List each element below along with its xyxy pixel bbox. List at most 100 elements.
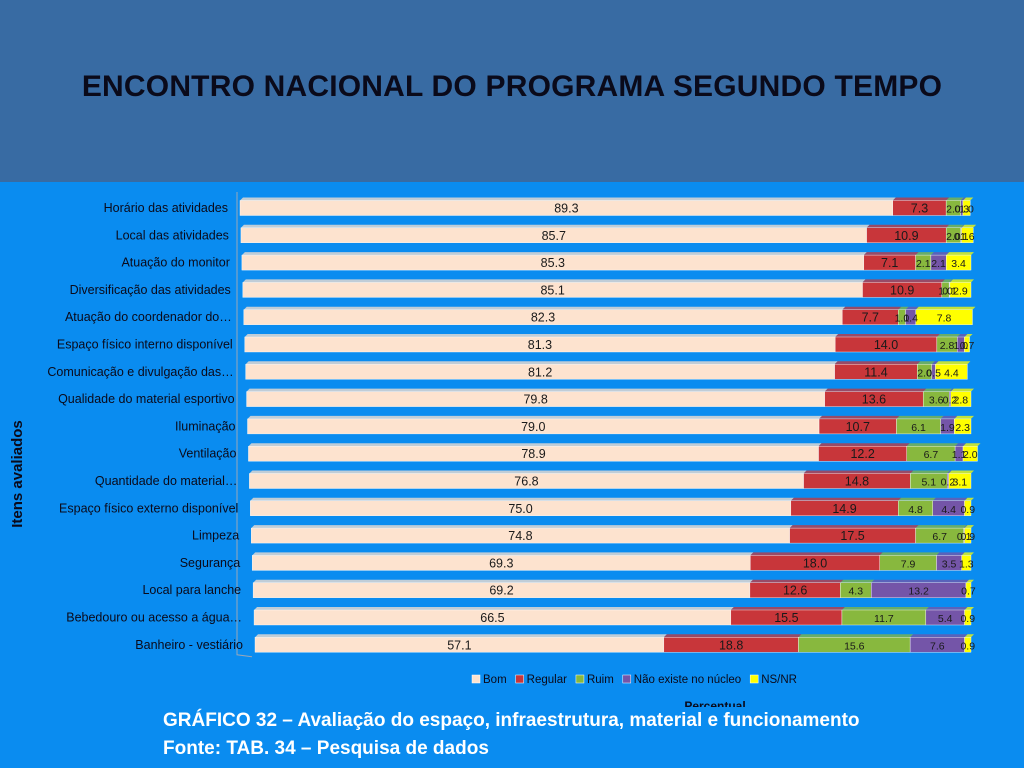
data-label-bom-6: 81.2 — [528, 365, 552, 379]
category-label-atuacao-do-monitor: Atuação do monitor — [121, 256, 229, 270]
bar-nao-existe-no-nucleo-top-5 — [957, 334, 968, 337]
data-label-ruim-0: 2.0 — [946, 204, 961, 216]
data-label-nao-existe-no-nucleo-15: 5.4 — [938, 613, 953, 625]
data-label-ruim-9: 6.7 — [924, 449, 939, 461]
bar-ns-nr-top-1 — [961, 224, 977, 228]
data-label-bom-1: 85.7 — [542, 229, 566, 243]
bar-ns-nr-top-14 — [965, 579, 974, 583]
data-label-ns-nr-4: 7.8 — [937, 313, 952, 325]
bar-ns-nr-top-10 — [948, 470, 974, 474]
data-label-regular-6: 11.4 — [864, 365, 887, 379]
bar-bom-top-5 — [244, 334, 839, 337]
bar-regular-top-6 — [834, 361, 921, 365]
bar-regular-top-2 — [863, 252, 919, 256]
data-label-bom-2: 85.3 — [541, 256, 565, 270]
bar-ns-nr-top-2 — [946, 252, 974, 256]
data-label-ns-nr-12: 0.9 — [960, 531, 975, 543]
bar-ns-nr-top-4 — [915, 306, 976, 310]
data-label-ruim-6: 2.0 — [917, 367, 932, 379]
chart-caption: GRÁFICO 32 – Avaliação do espaço, infrae… — [163, 707, 860, 763]
data-label-ns-nr-9: 2.0 — [963, 449, 978, 461]
bar-nao-existe-no-nucleo-top-15 — [925, 607, 968, 610]
bar-nao-existe-no-nucleo-top-12 — [963, 525, 968, 529]
data-label-ruim-13: 7.9 — [901, 558, 916, 570]
bar-regular-top-15 — [730, 607, 845, 610]
data-label-bom-15: 66.5 — [480, 611, 504, 625]
data-label-ruim-5: 2.8 — [940, 340, 955, 352]
data-label-bom-0: 89.3 — [554, 202, 578, 216]
data-label-ruim-15: 11.7 — [874, 613, 894, 625]
bar-regular-top-14 — [749, 579, 844, 583]
bar-nao-existe-no-nucleo-top-10 — [947, 470, 952, 474]
bar-nao-existe-no-nucleo-top-7 — [949, 388, 954, 392]
y-axis-title: Itens avaliados — [9, 420, 26, 528]
data-label-regular-8: 10.7 — [846, 420, 870, 434]
bar-nao-existe-no-nucleo-top-9 — [955, 443, 967, 447]
bar-ns-nr-6 — [935, 364, 968, 380]
chart-axes: Itens avaliados Percentual — [9, 192, 746, 707]
caption-title: GRÁFICO 32 – Avaliação do espaço, infrae… — [163, 710, 860, 731]
slide-header: ENCONTRO NACIONAL DO PROGRAMA SEGUNDO TE… — [0, 0, 1024, 182]
bar-regular-top-8 — [819, 415, 900, 419]
bar-ruim-top-8 — [896, 415, 944, 419]
bar-bom-top-7 — [246, 388, 828, 392]
chart-labels: Horário das atividades 89.3 7.3 2.00.31.0Lo… — [47, 201, 977, 652]
bar-nao-existe-no-nucleo-top-4 — [905, 306, 919, 310]
data-label-bom-13: 69.3 — [489, 556, 513, 570]
data-label-ns-nr-16: 0.9 — [960, 640, 975, 652]
category-label-local-das-atividades: Local das atividades — [116, 228, 229, 242]
bar-bom-top-2 — [241, 252, 867, 256]
data-label-ruim-3: 1.0 — [938, 285, 953, 297]
bar-nao-existe-no-nucleo-top-0 — [960, 197, 966, 201]
data-label-regular-13: 18.0 — [803, 556, 827, 570]
bar-ruim-top-13 — [879, 552, 940, 556]
data-label-ruim-11: 4.8 — [908, 504, 923, 516]
data-label-regular-16: 18.8 — [719, 638, 743, 652]
data-label-ns-nr-0: 1.0 — [959, 204, 974, 216]
category-label-iluminacao: Iluminação — [175, 419, 235, 433]
data-label-bom-5: 81.3 — [528, 338, 552, 352]
bar-regular-top-16 — [663, 634, 802, 638]
legend-label-ns-nr: NS/NR — [761, 674, 797, 686]
data-label-regular-14: 12.6 — [783, 584, 807, 598]
bar-regular-top-11 — [790, 497, 902, 501]
bar-bom-top-0 — [240, 197, 896, 201]
data-label-regular-0: 7.3 — [911, 202, 928, 216]
category-label-espaco-fisico-interno-disponivel: Espaço físico interno disponível — [57, 338, 233, 352]
bar-ns-nr-10 — [948, 473, 972, 489]
bar-bom-top-8 — [247, 415, 823, 419]
data-label-ruim-7: 3.6 — [929, 395, 944, 407]
data-label-regular-10: 14.8 — [845, 475, 869, 489]
bar-bom-top-9 — [248, 443, 822, 447]
data-label-nao-existe-no-nucleo-10: 0.2 — [941, 477, 956, 489]
chart-legend: Bom Regular Ruim Não existe no núcleo NS/NR — [471, 674, 797, 686]
bar-bom-top-3 — [242, 279, 866, 283]
data-label-bom-4: 82.3 — [531, 311, 555, 325]
bar-ns-nr-7 — [950, 391, 972, 407]
bar-nao-existe-no-nucleo-top-11 — [932, 497, 968, 501]
bar-ns-nr-9 — [962, 446, 978, 462]
data-label-nao-existe-no-nucleo-2: 2.1 — [931, 258, 946, 270]
bar-ruim-top-15 — [841, 607, 929, 610]
bar-nao-existe-no-nucleo-top-3 — [949, 279, 953, 283]
data-label-ns-nr-2: 3.4 — [951, 258, 966, 270]
data-label-nao-existe-no-nucleo-1: 0.1 — [954, 231, 969, 243]
data-label-ns-nr-11: 0.9 — [960, 504, 975, 516]
data-label-regular-4: 7.7 — [862, 311, 879, 325]
bar-ns-nr-13 — [961, 555, 972, 571]
bar-ns-nr-top-9 — [963, 443, 981, 447]
data-label-nao-existe-no-nucleo-7: 0.2 — [943, 395, 958, 407]
data-label-regular-1: 10.9 — [894, 229, 918, 243]
slide-title: ENCONTRO NACIONAL DO PROGRAMA SEGUNDO TE… — [81, 70, 943, 103]
category-label-seguranca: Segurança — [180, 556, 241, 570]
bar-ruim-top-0 — [946, 197, 964, 201]
data-label-ruim-8: 6.1 — [911, 422, 926, 434]
data-label-bom-10: 76.8 — [514, 475, 538, 489]
legend-label-ruim: Ruim — [587, 674, 614, 686]
caption-source: Fonte: TAB. 34 – Pesquisa de dados — [163, 738, 489, 759]
data-label-regular-7: 13.6 — [862, 393, 886, 407]
bar-regular-top-3 — [862, 279, 945, 283]
data-label-nao-existe-no-nucleo-5: 1.0 — [954, 340, 969, 352]
data-label-ruim-4: 1.0 — [895, 313, 910, 325]
category-label-bebedouro-ou-acesso-a-agua: Bebedouro ou acesso a água… — [66, 611, 242, 625]
